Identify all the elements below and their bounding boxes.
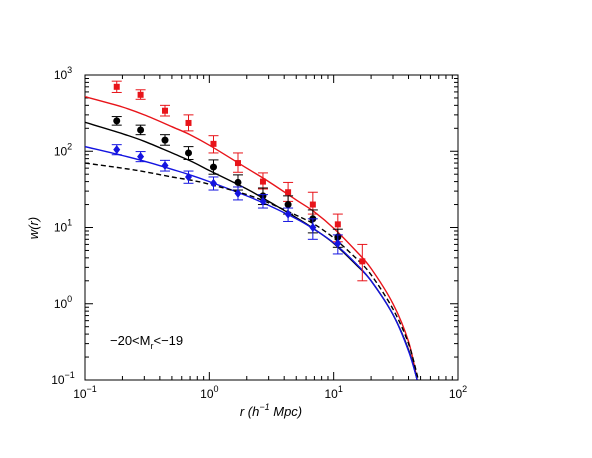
data-point-s0-6 [257,172,268,190]
diamond-marker [259,196,267,206]
data-point-s2-2 [160,159,171,172]
square-marker [185,119,192,126]
data-point-s2-0 [111,144,122,156]
annotation-sub: r [150,341,153,351]
x-tick-base: 10 [73,387,87,401]
diamond-marker [284,209,292,219]
square-marker [137,91,144,98]
circle-marker [234,178,242,186]
square-marker [309,201,316,208]
y-axis-label: w(r) [26,217,41,239]
data-point-s1-2 [160,134,171,146]
data-point-s0-10 [357,243,368,282]
y-tick-exp: −1 [65,370,75,380]
data-point-s2-5 [232,186,243,201]
y-tick-label: 10−1 [51,370,75,387]
x-tick-base: 10 [449,387,463,401]
diamond-marker [234,188,242,198]
y-tick-base: 10 [54,297,68,311]
y-tick-label: 100 [54,294,72,311]
data-point-s2-1 [135,151,146,163]
x-tick-label: 10−1 [73,384,97,401]
square-marker [334,221,341,228]
square-marker [210,140,217,147]
circle-marker [137,126,145,134]
model-curves [85,96,420,380]
x-tick-label: 102 [449,384,467,401]
data-point-s2-6 [257,194,268,209]
data-point-s0-1 [135,89,146,100]
data-point-s0-3 [183,114,194,132]
y-tick-label: 103 [54,65,72,82]
y-tick-exp: 1 [67,218,72,228]
square-marker [285,189,292,196]
data-point-s2-7 [283,207,294,222]
y-tick-exp: 3 [67,65,72,75]
data-point-s2-3 [183,170,194,184]
model-curve-2 [85,145,418,380]
square-marker [162,107,169,114]
diamond-marker [309,223,317,232]
x-tick-exp: 0 [214,384,219,394]
x-tick-exp: 2 [462,384,467,394]
circle-marker [161,136,169,144]
data-point-s1-4 [208,159,219,175]
annotation-pre: −20<M [110,333,150,348]
x-axis-label-rest: Mpc) [270,404,303,419]
y-tick-base: 10 [54,221,68,235]
x-tick-exp: −1 [87,384,97,394]
diamond-marker [209,178,217,188]
data-point-s2-8 [307,218,318,240]
diamond-marker [137,152,145,162]
data-point-s1-1 [135,124,146,136]
data-point-s0-2 [160,104,171,117]
x-axis-label-main: r (h [240,404,260,419]
x-axis-label: r (h−1 Mpc) [240,402,302,419]
annotation-post: <−19 [153,333,183,348]
y-tick-exp: 0 [67,294,72,304]
data-point-s0-0 [111,80,122,93]
data-points [111,80,368,282]
diamond-marker [334,238,342,248]
diamond-marker [161,161,169,171]
square-marker [359,258,366,265]
y-tick-label: 101 [54,218,72,235]
x-axis-label-sup: −1 [259,402,269,412]
data-point-s1-3 [183,146,194,160]
x-tick-base: 10 [200,387,214,401]
diamond-marker [113,145,121,155]
circle-marker [185,149,193,157]
data-point-s0-4 [208,135,219,154]
x-tick-base: 10 [324,387,338,401]
y-tick-base: 10 [51,373,65,387]
diamond-marker [185,172,193,182]
y-tick-exp: 2 [67,141,72,151]
magnitude-annotation: −20<Mr<−19 [110,333,183,351]
data-point-s0-5 [232,152,243,173]
model-curve-3 [85,162,420,380]
y-tick-base: 10 [54,144,68,158]
square-marker [113,83,120,90]
y-tick-label: 102 [54,141,72,158]
circle-marker [284,201,292,209]
data-point-s1-0 [111,116,122,126]
y-tick-base: 10 [54,68,68,82]
circle-marker [113,117,121,125]
x-tick-label: 100 [200,384,218,401]
circle-marker [209,163,217,171]
x-tick-label: 101 [324,384,342,401]
model-curve-0 [85,96,418,380]
data-point-s2-4 [208,176,219,191]
square-marker [259,178,266,185]
x-tick-exp: 1 [338,384,343,394]
data-point-s2-9 [332,234,343,255]
square-marker [234,160,241,167]
